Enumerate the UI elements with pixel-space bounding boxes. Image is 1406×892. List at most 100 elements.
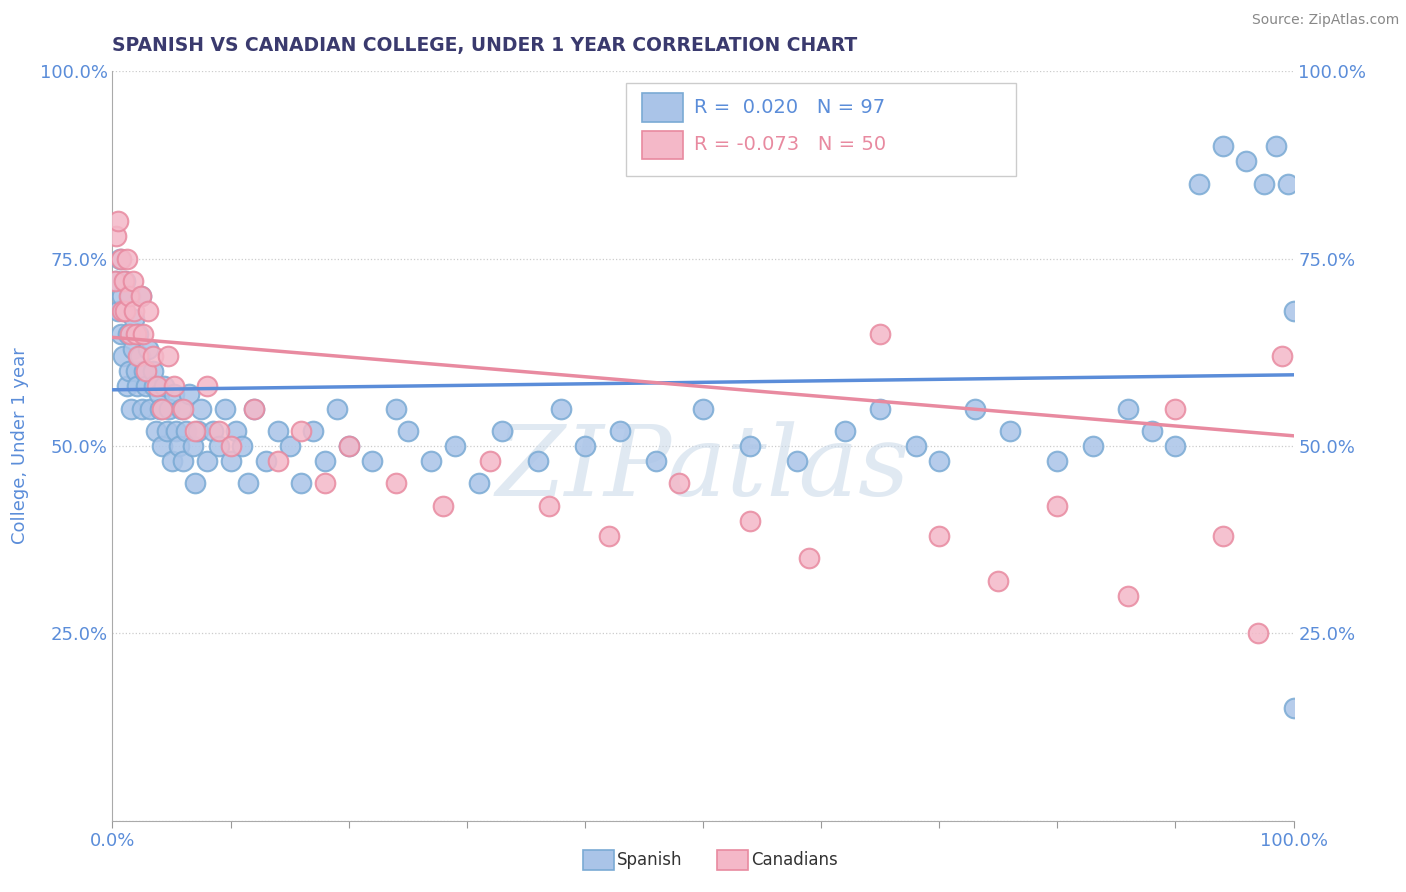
Point [219, 439, 242, 453]
Point [150, 439, 173, 453]
Text: ZIPatlas: ZIPatlas [496, 421, 910, 516]
Point [139, 401, 162, 416]
Point [157, 401, 180, 416]
Point [208, 424, 231, 438]
Point [186, 424, 208, 438]
Point [129, 289, 152, 303]
Point [1282, 701, 1305, 715]
Point [174, 424, 197, 438]
Point [1116, 589, 1139, 603]
Point [127, 349, 149, 363]
Point [127, 379, 149, 393]
Point [609, 424, 631, 438]
Point [195, 379, 218, 393]
Point [120, 401, 142, 416]
Point [267, 454, 290, 468]
Text: R = -0.073   N = 50: R = -0.073 N = 50 [693, 136, 886, 154]
Point [125, 326, 148, 341]
Point [278, 439, 301, 453]
Bar [641, 93, 683, 121]
Point [1164, 439, 1187, 453]
Point [201, 424, 224, 438]
Point [904, 439, 927, 453]
FancyBboxPatch shape [626, 83, 1017, 177]
Point [243, 401, 266, 416]
Point [1116, 401, 1139, 416]
Point [107, 214, 129, 228]
Point [172, 401, 194, 416]
Point [150, 401, 173, 416]
Point [692, 401, 714, 416]
Point [928, 529, 950, 543]
Point [385, 401, 408, 416]
Point [432, 499, 454, 513]
Point [337, 439, 360, 453]
Point [132, 326, 155, 341]
Text: Canadians: Canadians [751, 851, 838, 869]
Point [156, 349, 179, 363]
Point [156, 424, 179, 438]
Text: R =  0.020   N = 97: R = 0.020 N = 97 [693, 98, 884, 117]
Point [928, 454, 950, 468]
Point [160, 454, 183, 468]
Point [131, 401, 153, 416]
Point [574, 439, 596, 453]
Point [1046, 499, 1069, 513]
Point [243, 401, 266, 416]
Point [142, 379, 165, 393]
Point [104, 274, 127, 288]
Point [1081, 439, 1104, 453]
Point [122, 311, 145, 326]
Point [142, 349, 165, 363]
Point [302, 424, 325, 438]
Point [149, 401, 172, 416]
Point [135, 379, 157, 393]
Point [121, 342, 143, 356]
Point [1140, 424, 1163, 438]
Point [110, 252, 132, 266]
Point [190, 401, 212, 416]
Point [538, 499, 561, 513]
Point [396, 424, 419, 438]
Point [107, 304, 129, 318]
Point [314, 454, 336, 468]
Point [290, 476, 312, 491]
Point [1164, 401, 1187, 416]
Point [869, 401, 891, 416]
Point [337, 439, 360, 453]
Point [550, 401, 572, 416]
Point [148, 386, 170, 401]
Text: Spanish: Spanish [617, 851, 683, 869]
Point [129, 289, 152, 303]
Point [122, 304, 145, 318]
Point [105, 274, 128, 288]
Point [112, 304, 135, 318]
Point [644, 454, 666, 468]
Point [135, 364, 157, 378]
Point [184, 476, 207, 491]
Point [869, 326, 891, 341]
Point [1277, 177, 1299, 191]
Point [1212, 529, 1234, 543]
Point [120, 326, 142, 341]
Point [108, 252, 131, 266]
Point [479, 454, 502, 468]
Point [181, 439, 204, 453]
Point [1188, 177, 1211, 191]
Point [120, 289, 142, 303]
Point [834, 424, 856, 438]
Point [219, 454, 242, 468]
Point [998, 424, 1021, 438]
Point [114, 304, 136, 318]
Point [134, 364, 156, 378]
Point [799, 551, 821, 566]
Point [110, 326, 132, 341]
Point [1282, 304, 1305, 318]
Y-axis label: College, Under 1 year: College, Under 1 year [10, 348, 28, 544]
Point [117, 326, 139, 341]
Point [786, 454, 808, 468]
Point [668, 476, 690, 491]
Point [1247, 626, 1270, 640]
Point [231, 439, 253, 453]
Point [267, 424, 290, 438]
